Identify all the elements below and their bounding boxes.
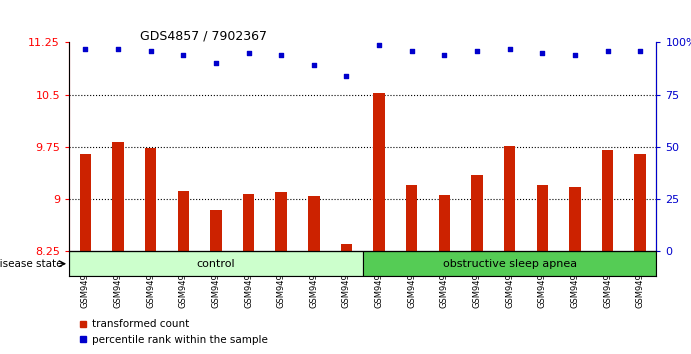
Bar	[363, 251, 656, 276]
Point	[145, 48, 156, 54]
Point	[569, 52, 580, 58]
Text: disease state: disease state	[0, 259, 62, 269]
Bar	[602, 150, 613, 251]
Text: control: control	[197, 259, 235, 269]
Point	[243, 50, 254, 56]
Point	[537, 50, 548, 56]
Text: obstructive sleep apnea: obstructive sleep apnea	[442, 259, 577, 269]
Bar	[471, 175, 483, 251]
Bar	[504, 146, 515, 251]
Bar	[210, 210, 222, 251]
Bar	[308, 196, 319, 251]
Bar	[536, 185, 548, 251]
Point	[276, 52, 287, 58]
Point	[471, 48, 482, 54]
Bar	[634, 154, 646, 251]
Point	[406, 48, 417, 54]
Point	[602, 48, 613, 54]
Point	[308, 63, 319, 68]
Point	[210, 61, 221, 66]
Bar	[373, 93, 385, 251]
Bar	[406, 185, 417, 251]
Bar	[569, 187, 580, 251]
Bar	[79, 154, 91, 251]
Bar	[439, 195, 450, 251]
Point	[80, 46, 91, 52]
Bar	[145, 148, 156, 251]
Bar	[276, 192, 287, 251]
Point	[439, 52, 450, 58]
Legend: transformed count, percentile rank within the sample: transformed count, percentile rank withi…	[75, 315, 272, 349]
Point	[178, 52, 189, 58]
Bar	[243, 194, 254, 251]
Point	[113, 46, 124, 52]
Bar	[178, 191, 189, 251]
Point	[504, 46, 515, 52]
Bar	[341, 244, 352, 251]
Bar	[113, 142, 124, 251]
Bar	[69, 251, 363, 276]
Point	[341, 73, 352, 79]
Text: GDS4857 / 7902367: GDS4857 / 7902367	[140, 29, 267, 42]
Point	[634, 48, 645, 54]
Point	[374, 42, 385, 47]
